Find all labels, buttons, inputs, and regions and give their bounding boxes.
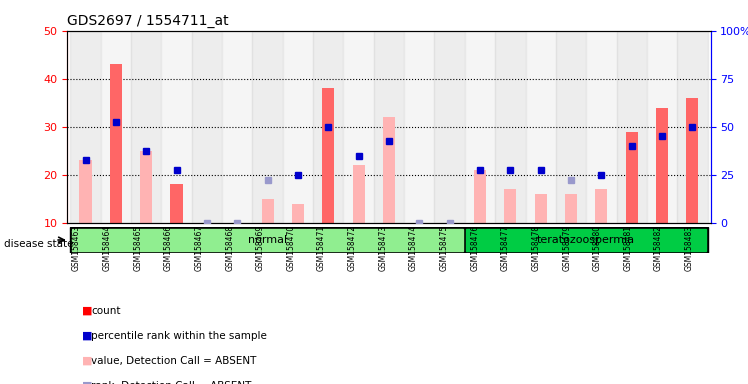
- Bar: [616, 31, 647, 223]
- Bar: [283, 31, 313, 223]
- Bar: [556, 31, 586, 223]
- Text: ■: ■: [82, 381, 93, 384]
- Bar: [101, 31, 131, 223]
- Bar: [595, 189, 607, 223]
- Text: value, Detection Call = ABSENT: value, Detection Call = ABSENT: [91, 356, 257, 366]
- Bar: [131, 31, 162, 223]
- Bar: [504, 189, 516, 223]
- Text: GSM158477: GSM158477: [501, 225, 510, 271]
- Text: GSM158483: GSM158483: [684, 225, 693, 271]
- Bar: [292, 204, 304, 223]
- Bar: [322, 88, 334, 223]
- Bar: [404, 31, 435, 223]
- Bar: [79, 161, 91, 223]
- Bar: [313, 31, 343, 223]
- Text: rank, Detection Call = ABSENT: rank, Detection Call = ABSENT: [91, 381, 251, 384]
- Text: GSM158469: GSM158469: [256, 225, 265, 271]
- Text: count: count: [91, 306, 120, 316]
- Bar: [474, 170, 486, 223]
- Text: GSM158482: GSM158482: [654, 225, 663, 271]
- Bar: [625, 131, 638, 223]
- Text: GSM158476: GSM158476: [470, 225, 479, 271]
- Text: GDS2697 / 1554711_at: GDS2697 / 1554711_at: [67, 14, 229, 28]
- Text: percentile rank within the sample: percentile rank within the sample: [91, 331, 267, 341]
- Bar: [110, 64, 122, 223]
- Bar: [383, 117, 395, 223]
- Text: GSM158466: GSM158466: [164, 225, 173, 271]
- Bar: [465, 31, 495, 223]
- Bar: [70, 31, 101, 223]
- Bar: [262, 199, 274, 223]
- Text: GSM158463: GSM158463: [72, 225, 81, 271]
- Bar: [352, 165, 365, 223]
- Text: ■: ■: [82, 306, 93, 316]
- Bar: [687, 98, 699, 223]
- Bar: [526, 31, 556, 223]
- Text: GSM158480: GSM158480: [592, 225, 601, 271]
- Bar: [162, 31, 191, 223]
- Text: ■: ■: [82, 356, 93, 366]
- Text: GSM158478: GSM158478: [532, 225, 541, 271]
- Bar: [495, 31, 526, 223]
- Bar: [140, 151, 153, 223]
- Text: GSM158474: GSM158474: [409, 225, 418, 271]
- Bar: [565, 194, 577, 223]
- Text: normal: normal: [248, 235, 287, 245]
- Bar: [677, 31, 708, 223]
- Text: GSM158467: GSM158467: [194, 225, 203, 271]
- Bar: [343, 31, 374, 223]
- Text: GSM158468: GSM158468: [225, 225, 234, 271]
- Bar: [647, 31, 677, 223]
- Bar: [72, 229, 463, 251]
- Text: GSM158479: GSM158479: [562, 225, 571, 271]
- Text: disease state: disease state: [4, 239, 73, 249]
- Text: GSM158475: GSM158475: [440, 225, 449, 271]
- Bar: [435, 31, 465, 223]
- Text: GSM158470: GSM158470: [286, 225, 295, 271]
- Bar: [191, 31, 222, 223]
- Bar: [222, 31, 252, 223]
- Text: GSM158481: GSM158481: [623, 225, 632, 271]
- Text: teratozoospermia: teratozoospermia: [537, 235, 635, 245]
- Bar: [466, 229, 706, 251]
- Bar: [586, 31, 616, 223]
- Bar: [171, 184, 183, 223]
- Text: GSM158473: GSM158473: [378, 225, 387, 271]
- Text: GSM158472: GSM158472: [348, 225, 357, 271]
- Text: GSM158471: GSM158471: [317, 225, 326, 271]
- Text: GSM158465: GSM158465: [133, 225, 142, 271]
- Text: GSM158464: GSM158464: [102, 225, 111, 271]
- Text: ■: ■: [82, 331, 93, 341]
- Bar: [656, 108, 668, 223]
- Bar: [535, 194, 547, 223]
- Bar: [374, 31, 404, 223]
- Bar: [252, 31, 283, 223]
